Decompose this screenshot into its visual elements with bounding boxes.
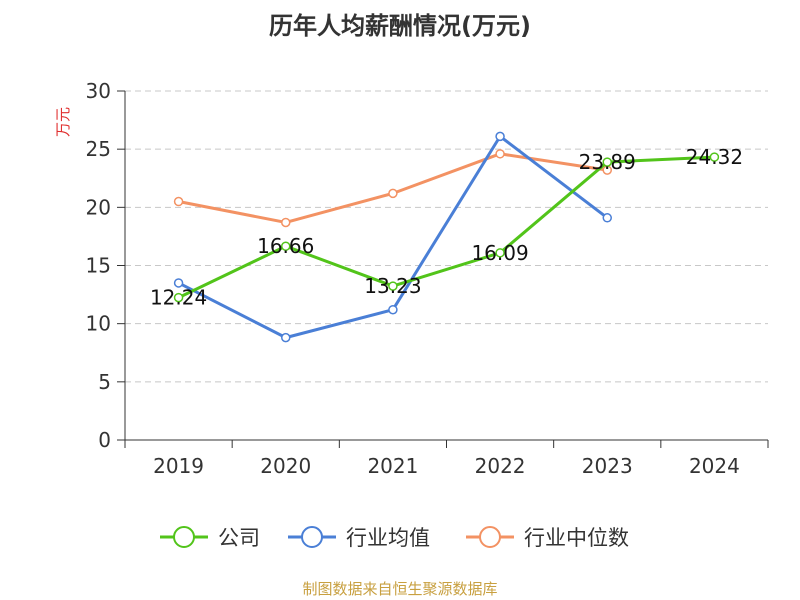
data-point [602,157,612,167]
data-label: 16.66 [257,234,314,258]
y-tick-label: 30 [86,79,111,103]
legend-swatch-marker [479,526,501,548]
legend-label: 行业均值 [346,526,430,550]
x-tick-label: 2019 [153,454,204,478]
data-point [388,304,398,315]
data-point [388,188,398,199]
x-tick-label: 2023 [582,454,633,478]
source-note: 制图数据来自恒生聚源数据库 [302,580,497,598]
legend-label: 公司 [218,526,260,550]
legend-swatch-marker [301,526,323,548]
chart-title: 历年人均薪酬情况(万元) [269,12,531,40]
data-point [173,278,184,288]
data-labels: 12.24 16.66 13.23 16.09 23.89 24.32 [150,145,743,310]
data-label: 12.24 [150,286,207,310]
legend: 公司 行业均值 行业中位数 [160,526,629,550]
grid-lines [125,90,768,383]
y-tick-label: 15 [86,254,111,278]
y-axis-label: 万元 [54,107,72,137]
data-point [173,196,184,207]
data-point [388,281,398,291]
series-line [177,155,715,299]
y-tick-label: 20 [86,195,111,219]
y-tick-label: 25 [86,137,111,161]
data-point [602,213,612,223]
x-tick-label: 2020 [260,454,311,478]
y-tick-label: 0 [98,428,111,452]
data-point [173,292,184,303]
x-tick-label: 2024 [689,454,740,478]
legend-swatch-marker [173,526,195,548]
legend-label: 行业中位数 [524,526,629,550]
data-point [495,149,505,159]
data-point [495,131,505,142]
y-tick-label: 5 [98,370,111,394]
series-group [173,131,720,343]
axes: 0 5 10 15 20 25 30 2019 2020 2021 2022 2023 2024 [86,79,769,478]
x-tick-label: 2022 [475,454,526,478]
data-label: 24.32 [686,145,743,169]
data-point [281,332,291,343]
data-point [709,152,720,162]
y-tick-label: 10 [86,312,111,336]
series-line [178,152,608,224]
data-point [281,217,291,228]
data-point [495,248,505,258]
data-label: 23.89 [579,150,636,174]
data-point [281,241,291,251]
x-tick-label: 2021 [367,454,418,478]
data-label: 13.23 [364,274,421,298]
data-label: 16.09 [471,241,528,265]
